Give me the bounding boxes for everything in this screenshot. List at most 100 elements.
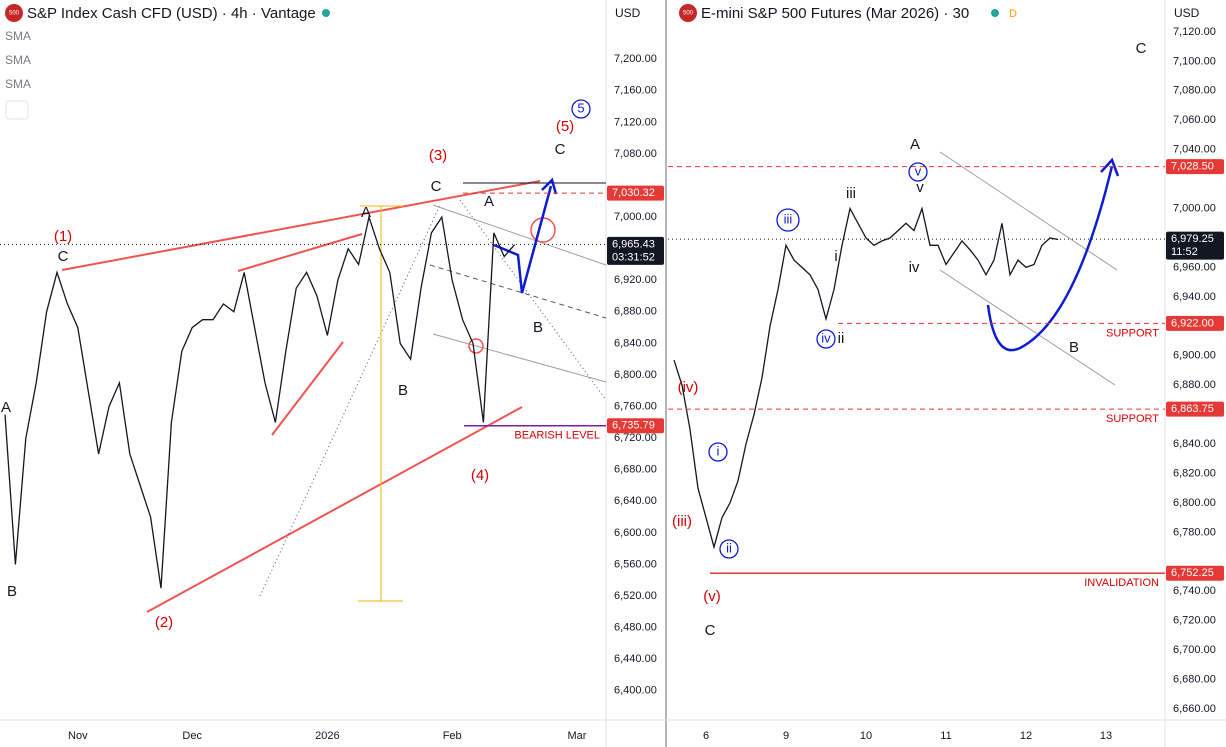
y-tick-label: 6,800.00 [1173, 497, 1216, 509]
y-tick-label: 6,880.00 [1173, 379, 1216, 391]
wave-label: B [7, 583, 17, 600]
x-tick-label: 11 [940, 730, 951, 742]
wave-label: iv [821, 330, 831, 345]
badge-text: 500 [9, 11, 20, 17]
price-label: 6,979.25 [1171, 233, 1214, 245]
y-tick-label: 6,780.00 [1173, 526, 1216, 538]
price-label: 6,752.25 [1171, 567, 1214, 579]
channel-line [432, 333, 607, 383]
wave-label: ii [726, 540, 732, 555]
projection-arrow [986, 165, 1114, 352]
y-tick-label: 7,000.00 [1173, 202, 1216, 214]
x-tick-label: Nov [68, 730, 88, 742]
projection-arrow [493, 185, 553, 294]
level-note: SUPPORT [1106, 327, 1159, 339]
wave-label: B [398, 382, 408, 399]
y-tick-label: 7,200.00 [614, 53, 657, 65]
arrow-head [541, 177, 558, 195]
drawings [61, 151, 1120, 613]
trendline [61, 180, 541, 271]
y-tick-label: 6,440.00 [614, 653, 657, 665]
y-tick-label: 6,720.00 [614, 432, 657, 444]
y-tick-label: 6,660.00 [1173, 703, 1216, 715]
badge-text: 500 [683, 11, 694, 17]
x-tick-label: 6 [703, 730, 709, 742]
price-line [673, 206, 1059, 550]
y-tick-label: 7,120.00 [614, 116, 657, 128]
wave-label: i [834, 248, 837, 265]
wave-label: (5) [556, 118, 574, 135]
wave-label: 5 [577, 100, 584, 115]
price-label-box [1166, 159, 1224, 175]
wave-circle [708, 442, 728, 462]
y-tick-label: 6,700.00 [1173, 644, 1216, 656]
wave-label: iii [784, 211, 793, 226]
y-tick-label: 6,760.00 [614, 400, 657, 412]
y-tick-label: 6,920.00 [614, 274, 657, 286]
price-label-box [1166, 231, 1224, 260]
level-note: BEARISH LEVEL [514, 430, 600, 442]
y-tick-label: 7,080.00 [614, 148, 657, 160]
price-label-box [607, 236, 664, 265]
y-tick-label: 6,680.00 [614, 464, 657, 476]
y-tick-label: 7,120.00 [1173, 26, 1216, 38]
wave-label: (v) [703, 588, 721, 605]
wave-label: v [916, 179, 924, 196]
price-label: 7,028.50 [1171, 161, 1214, 173]
y-tick-label: 6,520.00 [614, 590, 657, 602]
wave-label: B [1069, 339, 1079, 356]
x-tick-label: Feb [443, 730, 462, 742]
y-tick-label: 6,880.00 [614, 306, 657, 318]
trendline [146, 406, 523, 613]
price-label: 6,922.00 [1171, 317, 1214, 329]
price-label-box [607, 418, 664, 434]
currency-select[interactable]: USD [1174, 6, 1200, 20]
y-tick-label: 6,400.00 [614, 685, 657, 697]
x-tick-label: 9 [783, 730, 789, 742]
y-tick-label: 6,800.00 [614, 369, 657, 381]
y-tick-label: 7,100.00 [1173, 55, 1216, 67]
y-tick-label: 6,480.00 [614, 622, 657, 634]
y-tick-label: 6,740.00 [1173, 585, 1216, 597]
y-tick-label: 6,900.00 [1173, 350, 1216, 362]
arrow-head [1100, 157, 1120, 177]
price-label: 6,863.75 [1171, 403, 1214, 415]
wave-label: (1) [54, 228, 72, 245]
price-label: 7,030.32 [612, 187, 655, 199]
x-tick-label: 13 [1100, 730, 1112, 742]
wave-label: A [1, 399, 11, 416]
y-tick-label: 6,840.00 [1173, 438, 1216, 450]
symbol-title: E-mini S&P 500 Futures (Mar 2026) · 30 [701, 5, 969, 22]
logo-badge [679, 4, 697, 22]
wave-circle [816, 329, 836, 349]
highlight-circle [468, 338, 484, 354]
trendline [237, 233, 363, 272]
price-label-box [607, 185, 664, 201]
indicator-label: SMA [5, 29, 31, 43]
x-tick-label: 12 [1020, 730, 1032, 742]
y-tick-label: 7,060.00 [1173, 114, 1216, 126]
price-label-box [1166, 315, 1224, 331]
currency-select[interactable]: USD [615, 6, 641, 20]
delay-flag: D [1009, 8, 1017, 20]
level-note: INVALIDATION [1084, 577, 1159, 589]
indicator-label: SMA [5, 77, 31, 91]
wave-label: B [533, 319, 543, 336]
wave-label: (2) [155, 614, 173, 631]
wave-circle [571, 99, 591, 119]
channel-line [432, 204, 607, 266]
logo-badge [5, 4, 23, 22]
wave-label: C [431, 178, 442, 195]
trendline [271, 341, 344, 436]
collapse-button[interactable] [5, 100, 29, 120]
indicator-label: SMA [5, 53, 31, 67]
price-line [4, 214, 516, 589]
y-tick-label: 7,040.00 [1173, 144, 1216, 156]
y-tick-label: 7,000.00 [614, 211, 657, 223]
countdown: 03:31:52 [612, 251, 655, 263]
wave-label: C [555, 141, 566, 158]
y-tick-label: 6,940.00 [1173, 291, 1216, 303]
wave-label: A [484, 193, 494, 210]
y-tick-label: 6,720.00 [1173, 615, 1216, 627]
